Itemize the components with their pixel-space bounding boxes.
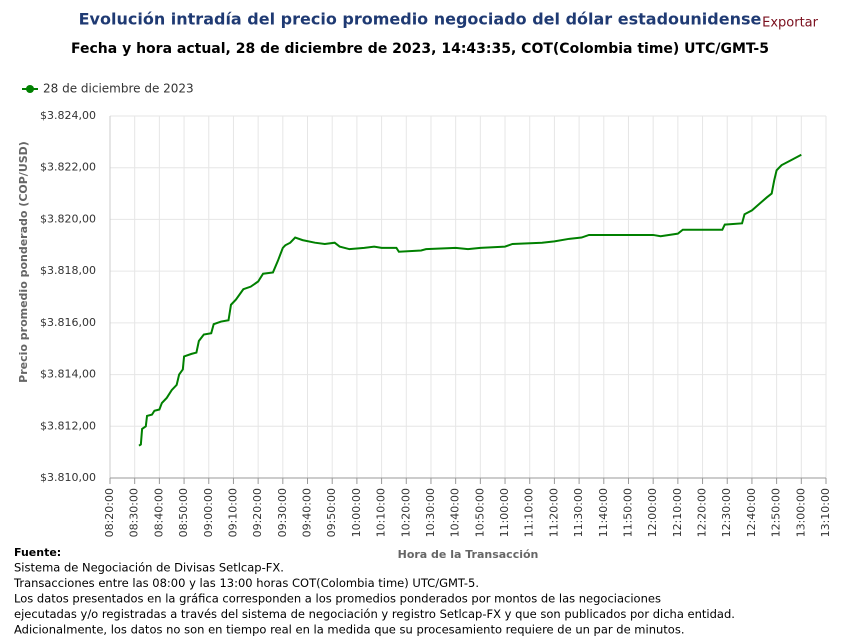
footer-line: ejecutadas y/o registradas a través del … bbox=[14, 607, 735, 621]
footer-heading: Fuente: bbox=[14, 546, 61, 559]
x-tick-label: 11:20:00 bbox=[547, 488, 560, 537]
x-tick-label: 08:50:00 bbox=[177, 488, 190, 537]
x-tick-label: 11:10:00 bbox=[523, 488, 536, 537]
x-tick-label: 09:30:00 bbox=[276, 488, 289, 537]
y-tick-label: $3.812,00 bbox=[40, 419, 96, 432]
x-tick-label: 08:40:00 bbox=[152, 488, 165, 537]
y-axis-label: Precio promedio ponderado (COP/USD) bbox=[17, 141, 30, 383]
y-tick-label: $3.822,00 bbox=[40, 161, 96, 174]
x-tick-label: 10:30:00 bbox=[424, 488, 437, 537]
x-tick-label: 09:20:00 bbox=[251, 488, 264, 537]
x-tick-label: 11:00:00 bbox=[498, 488, 511, 537]
x-tick-label: 11:30:00 bbox=[572, 488, 585, 537]
legend-marker bbox=[26, 85, 34, 93]
footer-line: Sistema de Negociación de Divisas Setlca… bbox=[14, 561, 284, 575]
y-tick-label: $3.824,00 bbox=[40, 109, 96, 122]
chart-subtitle: Fecha y hora actual, 28 de diciembre de … bbox=[71, 41, 769, 57]
y-tick-label: $3.816,00 bbox=[40, 316, 96, 329]
x-axis-label: Hora de la Transacción bbox=[398, 548, 539, 561]
x-tick-label: 10:50:00 bbox=[473, 488, 486, 537]
footer-line: Los datos presentados en la gráfica corr… bbox=[14, 592, 661, 606]
x-tick-label: 08:20:00 bbox=[103, 488, 116, 537]
x-tick-label: 13:00:00 bbox=[794, 488, 807, 537]
x-tick-label: 08:30:00 bbox=[128, 488, 141, 537]
x-tick-label: 12:30:00 bbox=[720, 488, 733, 537]
x-tick-label: 10:10:00 bbox=[375, 488, 388, 537]
footer-line: Adicionalmente, los datos no son en tiem… bbox=[14, 623, 684, 637]
x-tick-label: 09:50:00 bbox=[325, 488, 338, 537]
x-tick-label: 12:40:00 bbox=[745, 488, 758, 537]
x-tick-label: 10:40:00 bbox=[449, 488, 462, 537]
x-tick-label: 10:00:00 bbox=[350, 488, 363, 537]
x-tick-label: 12:10:00 bbox=[671, 488, 684, 537]
y-tick-label: $3.810,00 bbox=[40, 471, 96, 484]
x-tick-label: 10:20:00 bbox=[399, 488, 412, 537]
y-tick-label: $3.818,00 bbox=[40, 264, 96, 277]
data-line bbox=[138, 153, 802, 447]
export-button[interactable]: Exportar bbox=[762, 16, 819, 31]
x-tick-label: 09:10:00 bbox=[226, 488, 239, 537]
x-tick-label: 11:50:00 bbox=[621, 488, 634, 537]
chart-title: Evolución intradía del precio promedio n… bbox=[79, 10, 762, 29]
x-tick-label: 13:10:00 bbox=[819, 488, 832, 537]
x-tick-label: 11:40:00 bbox=[597, 488, 610, 537]
legend-label: 28 de diciembre de 2023 bbox=[43, 82, 194, 96]
x-tick-label: 12:50:00 bbox=[770, 488, 783, 537]
y-tick-label: $3.814,00 bbox=[40, 368, 96, 381]
y-tick-label: $3.820,00 bbox=[40, 212, 96, 225]
x-tick-label: 09:40:00 bbox=[301, 488, 314, 537]
x-tick-label: 09:00:00 bbox=[202, 488, 215, 537]
footer-line: Transacciones entre las 08:00 y las 13:0… bbox=[13, 576, 479, 590]
x-tick-label: 12:20:00 bbox=[696, 488, 709, 537]
x-tick-label: 12:00:00 bbox=[646, 488, 659, 537]
